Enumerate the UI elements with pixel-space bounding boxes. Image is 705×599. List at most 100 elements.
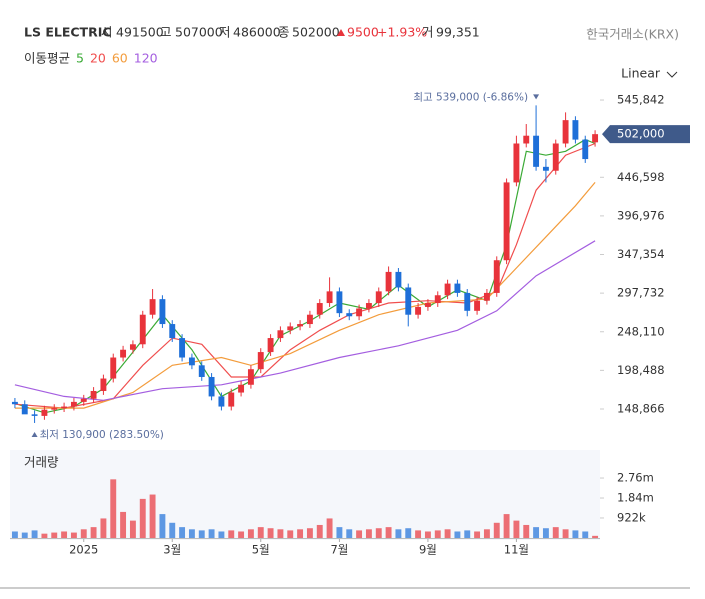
high-marker: [533, 94, 540, 100]
volume-title: 거래량: [24, 455, 59, 470]
x-tick-label: 7월: [330, 543, 348, 557]
volume-bar: [572, 530, 579, 538]
up-arrow: [337, 29, 345, 36]
candle-body: [267, 338, 274, 353]
volume-bar: [277, 529, 284, 538]
candle-body: [582, 139, 589, 160]
volume-bar: [80, 529, 87, 538]
ma-legend: 120: [134, 51, 158, 66]
stock-name: LS ELECTRIC: [24, 25, 112, 40]
candle-body: [90, 390, 97, 399]
volume-bar: [120, 511, 127, 538]
ma-legend: 5: [76, 51, 84, 66]
volume-bar: [61, 531, 68, 538]
candle-body: [169, 324, 176, 339]
candle-body: [356, 308, 363, 317]
close-label: 종: [278, 25, 290, 40]
volume-bar: [434, 530, 441, 538]
volume-bar: [297, 529, 304, 538]
volume-bar: [346, 529, 353, 538]
candle-body: [179, 338, 186, 358]
high-label: 고: [160, 25, 172, 40]
candle-body: [513, 143, 520, 183]
candle-body: [385, 271, 392, 292]
candle-body: [61, 406, 68, 409]
volume-bar: [228, 530, 235, 538]
candle-body: [198, 365, 205, 377]
candle-body: [336, 291, 343, 314]
y-tick-label: 545,842: [617, 93, 665, 107]
candle-body: [188, 357, 195, 366]
x-tick-label: 3월: [163, 543, 181, 557]
volume-bar: [326, 518, 333, 538]
open-label: 시: [101, 25, 113, 40]
volume-bar: [188, 529, 195, 538]
volume-tick-label: 1.84m: [617, 491, 654, 505]
candle-body: [218, 396, 225, 407]
candle-body: [208, 376, 215, 397]
volume-bar: [139, 498, 146, 538]
volume-bar: [316, 524, 323, 538]
candle-body: [80, 398, 87, 402]
volume-bar: [542, 528, 549, 538]
candle-body: [41, 409, 48, 416]
candle-body: [424, 303, 431, 307]
volume-bar: [503, 514, 510, 538]
candle-body: [51, 408, 58, 410]
candle-body: [542, 166, 549, 171]
candle-body: [287, 326, 294, 331]
ma-line: [14, 182, 596, 409]
volume-tick-label: 922k: [617, 510, 646, 524]
dropdown-icon[interactable]: [666, 71, 678, 78]
volume-bar: [21, 532, 28, 538]
candle-body: [297, 324, 304, 327]
open: 491500: [116, 25, 164, 40]
last-price-tag: [602, 125, 690, 144]
volume-bar: [385, 527, 392, 538]
low-label: 저: [219, 25, 231, 40]
volume-bar: [513, 520, 520, 538]
volume-bar: [169, 522, 176, 538]
volume-bar: [533, 527, 540, 538]
volume-bar: [100, 518, 107, 538]
volume-bar: [562, 529, 569, 538]
candle-body: [277, 330, 284, 339]
candle-body: [405, 287, 412, 315]
volume-bar: [179, 527, 186, 538]
candle-body: [572, 120, 579, 140]
volume-bar: [523, 524, 530, 538]
y-tick-label: 248,110: [617, 324, 665, 338]
volume-bar: [159, 514, 166, 538]
volume-bar: [454, 531, 461, 538]
volume-bar: [287, 530, 294, 538]
candle-body: [415, 306, 422, 315]
ma-label: 이동평균: [24, 51, 70, 66]
candle-body: [365, 303, 372, 309]
volume-bar: [198, 530, 205, 538]
x-tick-label: 5월: [252, 543, 270, 557]
volume-bar: [415, 530, 422, 538]
volume-bar: [110, 479, 117, 538]
volume-panel: [10, 450, 600, 540]
candle-body: [474, 300, 481, 311]
volume-bar: [129, 520, 136, 538]
volume-bar: [218, 531, 225, 538]
candle-body: [247, 369, 254, 385]
candle-body: [326, 291, 333, 304]
scale[interactable]: Linear: [621, 66, 661, 81]
volume-bar: [11, 531, 18, 538]
candle-body: [552, 143, 559, 171]
candle-body: [129, 344, 136, 350]
x-tick-label: 2025: [69, 543, 98, 557]
candle-body: [31, 414, 38, 416]
high: 507000: [175, 25, 223, 40]
volume-bar: [592, 535, 599, 538]
volume-bar: [90, 527, 97, 538]
volume-bar: [424, 531, 431, 538]
change: 9500: [347, 25, 379, 40]
low-annotation: 최저 130,900 (283.50%): [40, 429, 164, 441]
last-price-label: 502,000: [617, 127, 665, 141]
volume-bar: [474, 531, 481, 538]
ma-legend: 20: [90, 51, 106, 66]
